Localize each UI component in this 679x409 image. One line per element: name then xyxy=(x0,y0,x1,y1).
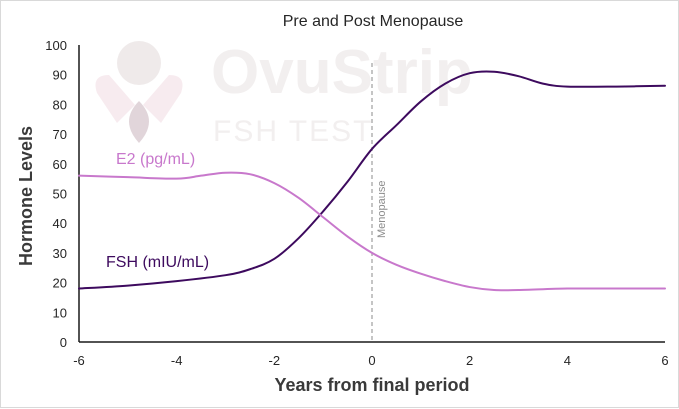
x-tick-label: -2 xyxy=(269,353,281,368)
x-tick-label: 6 xyxy=(661,353,668,368)
x-tick-label: 2 xyxy=(466,353,473,368)
y-tick-label: 90 xyxy=(53,68,67,83)
watermark-logo-icon xyxy=(95,41,183,143)
watermark-subtitle: FSH TEST xyxy=(213,115,373,148)
y-tick-labels: 0 10 20 30 40 50 60 70 80 90 100 xyxy=(45,38,67,350)
x-tick-label: -6 xyxy=(73,353,85,368)
series-label-fsh: FSH (mIU/mL) xyxy=(106,254,209,271)
y-tick-label: 100 xyxy=(45,38,67,53)
y-tick-label: 30 xyxy=(53,246,67,261)
y-tick-label: 70 xyxy=(53,127,67,142)
x-tick-label: -4 xyxy=(171,353,183,368)
y-tick-label: 20 xyxy=(53,276,67,291)
menopause-label: Menopause xyxy=(376,181,388,239)
series-group xyxy=(78,70,666,292)
x-axis-title: Years from final period xyxy=(274,375,469,395)
series-label-e2: E2 (pg/mL) xyxy=(116,151,195,168)
watermark: OvuStrip FSH TEST xyxy=(95,38,473,148)
y-tick-label: 40 xyxy=(53,216,67,231)
series-line-e2 xyxy=(78,171,666,292)
y-tick-label: 0 xyxy=(60,335,67,350)
x-tick-label: 0 xyxy=(368,353,375,368)
y-axis-title: Hormone Levels xyxy=(16,126,36,266)
y-tick-label: 60 xyxy=(53,157,67,172)
x-tick-label: 4 xyxy=(564,353,571,368)
y-tick-label: 50 xyxy=(53,187,67,202)
y-tick-label: 10 xyxy=(53,305,67,320)
x-tick-labels: -6 -4 -2 0 2 4 6 xyxy=(73,353,668,368)
series-line-fsh xyxy=(78,70,666,290)
chart-title: Pre and Post Menopause xyxy=(283,13,464,30)
watermark-brand: OvuStrip xyxy=(211,38,473,107)
y-tick-label: 80 xyxy=(53,97,67,112)
